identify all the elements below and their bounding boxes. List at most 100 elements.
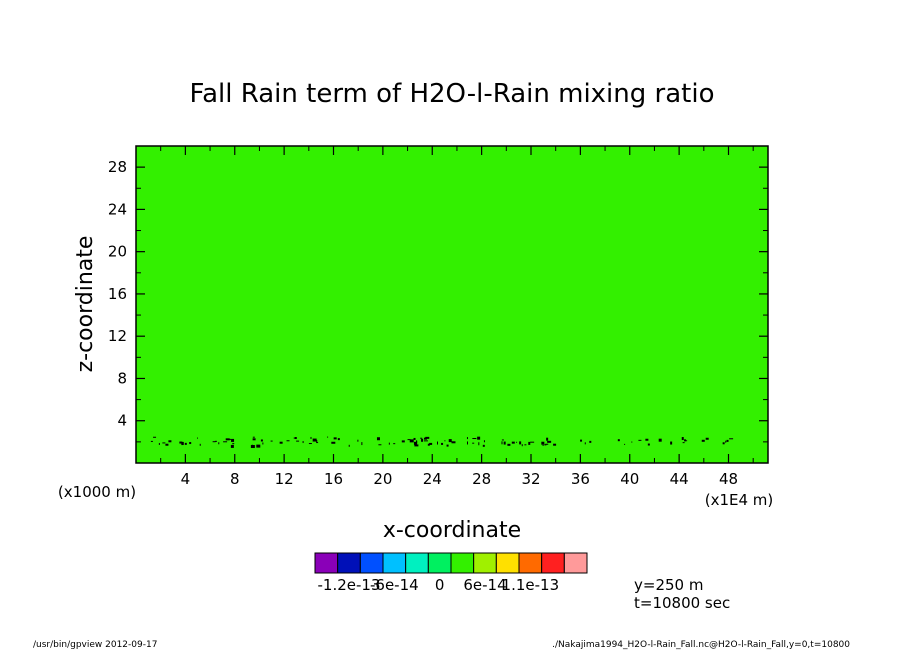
speckle-8 [252, 436, 255, 438]
x-unit-right: (x1E4 m) [705, 491, 774, 509]
y-axis-label: z-coordinate [73, 236, 98, 373]
speckle-89 [158, 442, 160, 445]
speckle-73 [376, 437, 380, 441]
speckle-82 [521, 444, 523, 447]
speckle-6 [223, 441, 228, 443]
speckle-111 [153, 436, 157, 438]
speckle-91 [466, 437, 468, 440]
speckle-83 [409, 439, 414, 443]
speckle-78 [427, 443, 430, 446]
speckle-51 [725, 440, 727, 443]
y-tick-label-5: 24 [108, 200, 127, 218]
x-tick-label-2: 12 [275, 470, 294, 488]
speckle-110 [378, 444, 382, 446]
speckle-116 [327, 436, 329, 438]
speckle-105 [729, 438, 734, 440]
x-axis-ticks: 4 8 12 16 20 24 28 32 36 40 44 48 [160, 146, 754, 488]
speckle-62 [589, 440, 592, 443]
speckle-107 [670, 441, 673, 445]
colorbar-swatch-8 [495, 552, 520, 574]
speckle-34 [436, 441, 438, 445]
x-tick-label-9: 40 [620, 470, 639, 488]
speckle-53 [333, 437, 337, 440]
speckle-108 [252, 438, 256, 441]
x-tick-label-1: 8 [230, 470, 240, 488]
speckle-92 [199, 443, 201, 446]
speckle-114 [230, 444, 234, 448]
speckle-49 [545, 443, 549, 445]
speckle-38 [262, 442, 264, 445]
speckle-55 [686, 440, 688, 442]
speckle-11 [293, 437, 296, 439]
speckle-23 [501, 441, 503, 445]
speckle-115 [542, 444, 544, 446]
speckle-80 [501, 439, 504, 441]
speckle-54 [647, 443, 650, 446]
speckle-68 [316, 440, 318, 443]
speckle-58 [423, 440, 428, 442]
y-tick-label-2: 12 [108, 327, 127, 345]
speckle-0 [444, 440, 446, 442]
speckle-84 [250, 445, 255, 449]
speckle-14 [179, 441, 183, 444]
speckle-117 [286, 440, 290, 442]
speckle-9 [478, 442, 480, 446]
colorbar-label-4: 1.1e-13 [502, 576, 560, 594]
speckle-5 [256, 444, 261, 448]
colorbar-swatch-6 [450, 552, 475, 574]
speckle-90 [184, 442, 187, 445]
speckle-99 [617, 439, 620, 442]
y-tick-label-4: 20 [108, 243, 127, 261]
x-tick-label-0: 4 [181, 470, 191, 488]
speckle-41 [547, 440, 552, 443]
x-axis-label: x-coordinate [383, 518, 521, 543]
speckle-77 [638, 439, 642, 441]
colorbar-swatch-4 [405, 552, 429, 574]
speckle-74 [420, 437, 423, 439]
speckle-17 [308, 443, 312, 445]
speckle-2 [503, 441, 506, 445]
speckle-21 [279, 441, 283, 444]
x-tick-label-3: 16 [324, 470, 343, 488]
colorbar-swatch-0 [314, 552, 339, 574]
colorbar [314, 552, 588, 574]
speckle-87 [528, 441, 531, 445]
speckle-36 [580, 439, 583, 442]
speckle-13 [232, 443, 235, 445]
colorbar-label-0: -1.2e-13 [318, 576, 381, 594]
speckle-42 [425, 436, 430, 439]
speckle-72 [516, 441, 518, 443]
speckle-46 [541, 441, 545, 445]
speckle-71 [645, 438, 649, 441]
speckle-79 [296, 440, 300, 442]
speckle-56 [441, 442, 444, 445]
speckle-59 [393, 443, 396, 445]
speckle-96 [429, 442, 433, 445]
speckle-81 [150, 440, 153, 442]
speckle-104 [407, 439, 411, 441]
speckle-4 [553, 443, 557, 446]
speckle-43 [448, 439, 452, 443]
speckle-45 [414, 444, 419, 447]
speckle-106 [331, 441, 336, 444]
speckle-65 [231, 438, 235, 442]
y-tick-label-0: 4 [117, 412, 127, 430]
speckle-102 [584, 442, 586, 445]
speckle-35 [421, 438, 424, 442]
speckle-3 [544, 444, 547, 446]
speckle-75 [682, 442, 685, 444]
speckle-10 [361, 442, 363, 446]
speckle-22 [310, 436, 312, 439]
speckle-118 [302, 441, 304, 444]
colorbar-swatch-7 [473, 552, 497, 574]
speckle-60 [226, 438, 231, 440]
speckle-94 [337, 438, 340, 441]
colorbar-label-2: 0 [435, 576, 445, 594]
colorbar-labels: -1.2e-13-6e-14 0 6e-141.1e-13 [318, 576, 560, 594]
speckle-88 [507, 443, 511, 446]
colorbar-swatch-9 [518, 552, 543, 574]
colorbar-swatch-11 [563, 552, 588, 574]
colorbar-swatch-10 [541, 552, 565, 574]
speckle-101 [388, 442, 390, 445]
